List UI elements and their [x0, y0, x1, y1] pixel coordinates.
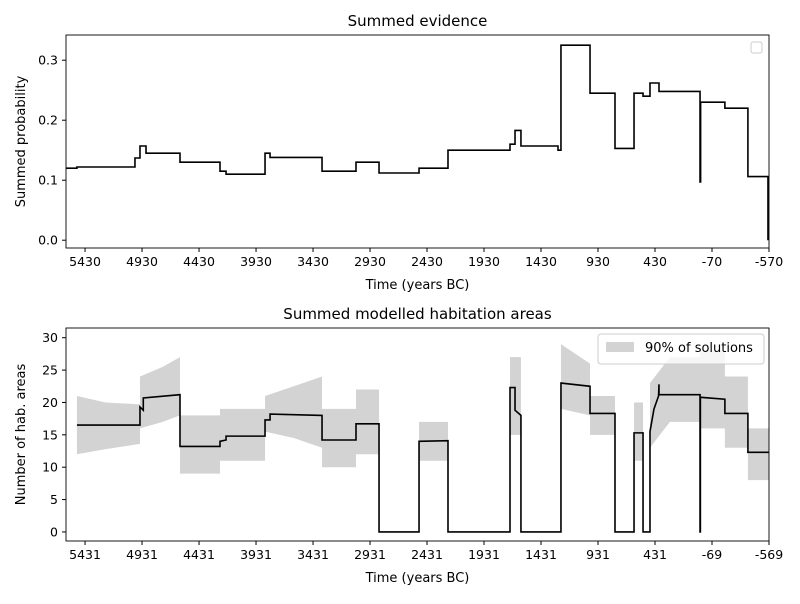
subplot: Summed evidence Time (years BC) Summed pro… — [14, 12, 783, 293]
y-tick-label: 0.2 — [38, 113, 58, 128]
x-tick-label: 5431 — [69, 547, 101, 562]
legend — [597, 333, 765, 365]
x-tick-label: 431 — [643, 547, 667, 562]
legend-swatch — [606, 342, 634, 352]
x-tick-label: 2430 — [411, 254, 443, 269]
y-tick-label: 0.0 — [38, 233, 58, 248]
x-tick-label: 3930 — [240, 254, 272, 269]
chart-title: Summed modelled habitation areas — [283, 305, 552, 323]
x-tick-label: 1430 — [525, 254, 557, 269]
x-tick-label: 930 — [586, 254, 610, 269]
line — [66, 44, 769, 241]
y-tick-label: 0.1 — [38, 173, 58, 188]
x-tick-label: 430 — [643, 254, 667, 269]
x-tick-label: 5430 — [69, 254, 101, 269]
x-tick-label: 3430 — [297, 254, 329, 269]
subplot: Summed modelled habitation areas Time (ye… — [14, 305, 783, 586]
x-tick-label: 1431 — [525, 547, 557, 562]
y-tick-label: 0.3 — [38, 53, 58, 68]
x-tick-label: 4930 — [126, 254, 158, 269]
y-tick-label: 10 — [42, 460, 58, 475]
x-tick-label: 1930 — [468, 254, 500, 269]
x-tick-label: 2930 — [354, 254, 386, 269]
x-tick-label: -569 — [755, 547, 783, 562]
x-tick-label: -570 — [755, 254, 783, 269]
y-tick-label: 25 — [42, 363, 58, 378]
x-axis-label: Time (years BC) — [365, 571, 470, 586]
x-tick-label: 1931 — [468, 547, 500, 562]
x-tick-label: 4431 — [183, 547, 215, 562]
x-axis-label: Time (years BC) — [365, 278, 470, 293]
x-tick-label: 2931 — [354, 547, 386, 562]
y-tick-label: 0 — [50, 524, 58, 539]
x-tick-label: -70 — [702, 254, 722, 269]
x-tick-label: 4931 — [126, 547, 158, 562]
legend-label: 90% of solutions — [645, 341, 753, 356]
legend — [750, 41, 763, 54]
y-tick-label: 30 — [42, 330, 58, 345]
x-tick-label: 931 — [586, 547, 610, 562]
band-area — [76, 344, 769, 532]
x-tick-label: 2431 — [411, 547, 443, 562]
y-axis-label: Number of hab. areas — [14, 364, 29, 506]
axes-frame — [65, 34, 770, 249]
y-tick-label: 15 — [42, 427, 58, 442]
x-tick-label: 4430 — [183, 254, 215, 269]
y-tick-label: 20 — [42, 395, 58, 410]
chart-title: Summed evidence — [348, 12, 488, 30]
y-tick-label: 5 — [50, 492, 58, 507]
line — [76, 382, 769, 533]
x-tick-label: -69 — [702, 547, 722, 562]
x-tick-label: 3931 — [240, 547, 272, 562]
x-tick-label: 3431 — [297, 547, 329, 562]
y-axis-label: Summed probability — [14, 75, 29, 207]
